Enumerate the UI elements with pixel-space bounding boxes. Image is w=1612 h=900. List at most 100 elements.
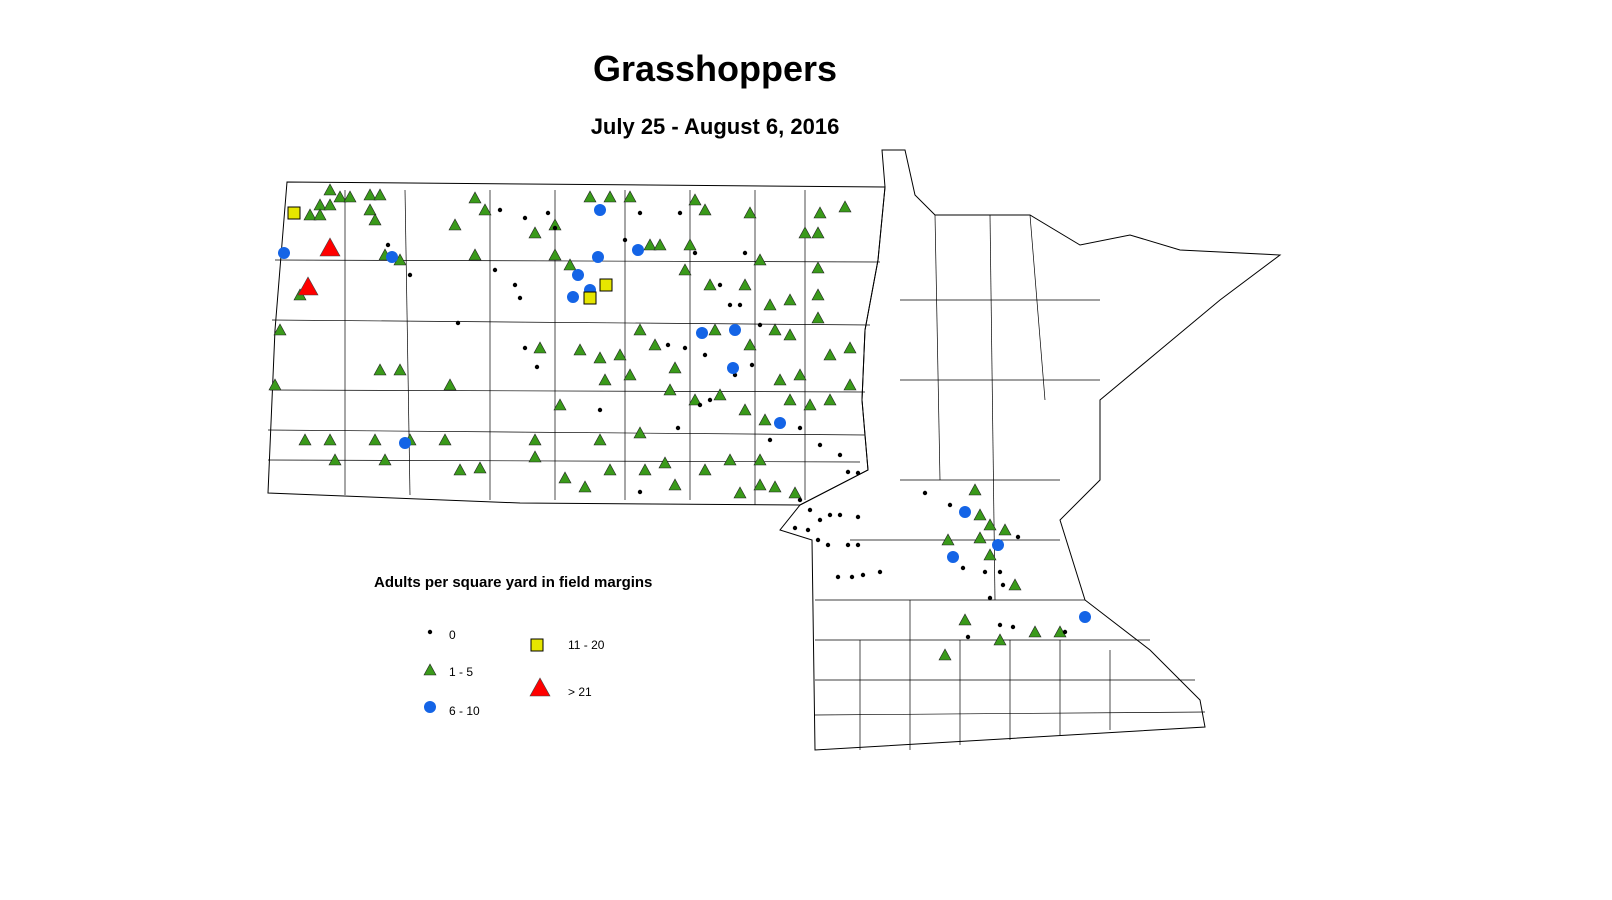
low-site-triangle bbox=[303, 208, 317, 221]
mid-site-circle bbox=[729, 324, 741, 336]
low-site-triangle bbox=[783, 293, 797, 306]
zero-site-dot bbox=[757, 322, 763, 328]
low-site-triangle bbox=[643, 238, 657, 251]
zero-site-dot bbox=[797, 425, 803, 431]
low-site-triangle bbox=[613, 348, 627, 361]
very-high-site-triangle bbox=[319, 237, 341, 257]
low-site-triangle bbox=[1008, 578, 1022, 591]
zero-site-dot bbox=[947, 502, 953, 508]
low-site-triangle bbox=[688, 393, 702, 406]
zero-site-dot bbox=[727, 302, 733, 308]
very-high-site-triangle bbox=[297, 276, 319, 296]
zero-site-dot bbox=[455, 320, 461, 326]
low-site-triangle bbox=[703, 278, 717, 291]
low-site-triangle bbox=[373, 188, 387, 201]
mid-site-circle bbox=[567, 291, 579, 303]
zero-site-dot bbox=[877, 569, 883, 575]
low-site-triangle bbox=[548, 248, 562, 261]
zero-site-dot bbox=[805, 527, 811, 533]
low-site-triangle bbox=[738, 278, 752, 291]
zero-site-dot bbox=[767, 437, 773, 443]
zero-site-dot bbox=[837, 512, 843, 518]
legend-label-1-5: 1 - 5 bbox=[449, 665, 474, 679]
low-site-triangle bbox=[993, 633, 1007, 646]
minnesota-outline bbox=[779, 149, 1282, 751]
zero-site-dot bbox=[827, 512, 833, 518]
low-site-triangle bbox=[438, 433, 452, 446]
low-site-triangle bbox=[783, 328, 797, 341]
low-site-triangle bbox=[668, 361, 682, 374]
zero-site-dot bbox=[855, 470, 861, 476]
zero-site-dot bbox=[815, 537, 821, 543]
low-site-triangle bbox=[763, 298, 777, 311]
low-site-triangle bbox=[798, 226, 812, 239]
low-site-triangle bbox=[753, 478, 767, 491]
zero-site-dot bbox=[997, 622, 1003, 628]
zero-site-dot bbox=[817, 442, 823, 448]
low-site-triangle bbox=[958, 613, 972, 626]
low-site-triangle bbox=[453, 463, 467, 476]
zero-site-dot bbox=[997, 569, 1003, 575]
low-site-triangle bbox=[743, 206, 757, 219]
low-site-triangle bbox=[478, 203, 492, 216]
zero-site-dot bbox=[855, 542, 861, 548]
low-site-triangle bbox=[823, 393, 837, 406]
low-site-triangle bbox=[713, 388, 727, 401]
low-site-triangle bbox=[683, 238, 697, 251]
legend-symbol-square bbox=[530, 638, 544, 652]
low-site-triangle bbox=[823, 348, 837, 361]
zero-site-dot bbox=[682, 345, 688, 351]
zero-site-dot bbox=[385, 242, 391, 248]
zero-site-dot bbox=[965, 634, 971, 640]
low-site-triangle bbox=[698, 203, 712, 216]
zero-site-dot bbox=[922, 490, 928, 496]
legend-label-gt21: > 21 bbox=[568, 685, 592, 699]
map-title: Grasshoppers bbox=[592, 48, 838, 89]
low-site-triangle bbox=[638, 463, 652, 476]
legend-symbol-circle bbox=[424, 701, 436, 713]
low-site-triangle bbox=[273, 323, 287, 336]
low-site-triangle bbox=[811, 288, 825, 301]
zero-site-dot bbox=[792, 525, 798, 531]
low-site-triangle bbox=[758, 413, 772, 426]
low-site-triangle bbox=[973, 531, 987, 544]
zero-site-dot bbox=[817, 517, 823, 523]
zero-site-dot bbox=[552, 225, 558, 231]
zero-site-dot bbox=[797, 497, 803, 503]
zero-site-dot bbox=[835, 574, 841, 580]
zero-site-dot bbox=[849, 574, 855, 580]
low-site-triangle bbox=[768, 323, 782, 336]
low-site-triangle bbox=[793, 368, 807, 381]
mid-site-circle bbox=[399, 437, 411, 449]
low-site-triangle bbox=[363, 188, 377, 201]
low-site-triangle bbox=[528, 433, 542, 446]
low-site-triangle bbox=[998, 523, 1012, 536]
low-site-triangle bbox=[528, 450, 542, 463]
mid-site-circle bbox=[572, 269, 584, 281]
zero-site-dot bbox=[665, 342, 671, 348]
low-site-triangle bbox=[328, 453, 342, 466]
zero-site-dot bbox=[497, 207, 503, 213]
low-site-triangle bbox=[268, 378, 282, 391]
zero-site-dot bbox=[825, 542, 831, 548]
low-site-triangle bbox=[593, 351, 607, 364]
zero-site-dot bbox=[1010, 624, 1016, 630]
zero-site-dot bbox=[622, 237, 628, 243]
low-site-triangle bbox=[603, 190, 617, 203]
map-subtitle: July 25 - August 6, 2016 bbox=[590, 114, 840, 139]
high-site-square bbox=[583, 291, 597, 305]
low-site-triangle bbox=[753, 453, 767, 466]
legend-title: Adults per square yard in field margins bbox=[374, 574, 653, 591]
zero-site-dot bbox=[1015, 534, 1021, 540]
zero-site-dot bbox=[492, 267, 498, 273]
low-site-triangle bbox=[668, 478, 682, 491]
low-site-triangle bbox=[733, 486, 747, 499]
zero-site-dot bbox=[960, 565, 966, 571]
legend-label-6-10: 6 - 10 bbox=[449, 704, 480, 718]
low-site-triangle bbox=[753, 253, 767, 266]
mid-site-circle bbox=[992, 539, 1004, 551]
low-site-triangle bbox=[558, 471, 572, 484]
low-site-triangle bbox=[633, 426, 647, 439]
legend-label-11-20: 11 - 20 bbox=[568, 638, 605, 652]
